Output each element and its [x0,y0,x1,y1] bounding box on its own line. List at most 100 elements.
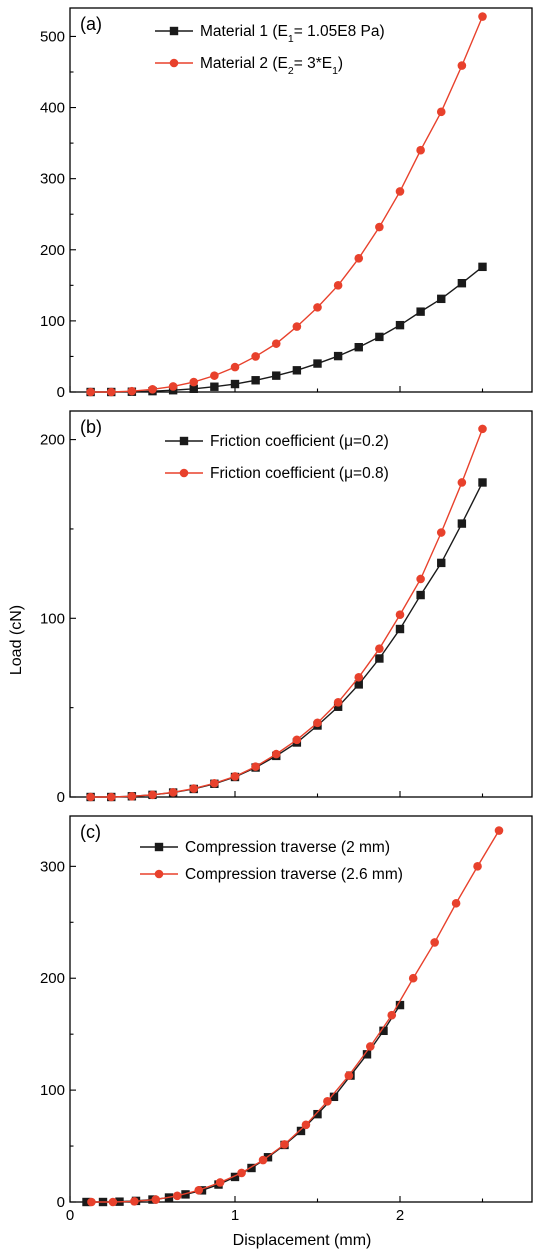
data-point [457,61,467,70]
legend-marker [179,436,189,446]
data-point [272,371,281,380]
y-tick-label: 400 [40,100,65,117]
data-point [194,1185,203,1195]
data-point [451,898,461,908]
data-point [408,973,418,983]
data-point [313,1109,322,1119]
x-axis-title: Displacement (mm) [233,1232,372,1249]
y-tick-label: 200 [40,432,65,449]
data-point [395,187,405,196]
data-point [333,702,343,711]
legend-entry: Material 2 (E2= 3*E1) [155,55,343,77]
y-tick-label: 0 [57,384,65,401]
y-axis-title: Load (cN) [8,605,25,675]
y-tick-label: 0 [57,789,65,806]
data-point [301,1120,311,1130]
data-point [313,303,322,312]
legend-entry: Friction coefficient (μ=0.2) [165,433,389,450]
data-point [333,351,343,361]
data-point [333,281,343,290]
y-tick-label: 100 [40,610,65,627]
data-point [189,384,198,393]
data-point [82,1197,91,1207]
data-point [189,377,199,387]
data-point [296,1126,306,1136]
data-point [247,1163,256,1173]
legend-entry: Compression traverse (2.6 mm) [140,866,403,883]
y-tick-label: 300 [40,858,65,875]
legend-entry: Compression traverse (2 mm) [140,839,390,856]
data-point [478,424,487,434]
data-point [375,222,384,232]
data-point [387,1010,397,1020]
data-point [375,654,384,663]
data-point [215,1178,225,1187]
data-point [151,1195,161,1204]
y-tick-label: 100 [40,1082,65,1099]
plot-frame [69,410,533,798]
y-tick-label: 300 [40,171,65,188]
plot-frame [69,815,533,1203]
data-point [172,1191,182,1201]
data-point [436,528,446,537]
data-point [210,382,219,391]
data-point [416,590,425,600]
legend-marker [169,58,179,68]
data-point [478,262,487,272]
data-point [292,366,302,375]
data-point [106,792,116,802]
data-point [127,386,137,396]
data-point [478,12,487,21]
data-point [230,362,240,372]
data-point [362,1050,372,1059]
panel-label: (c) [80,822,101,842]
data-point [416,145,425,155]
data-point [210,778,219,788]
data-point [86,387,95,397]
data-point [280,1140,289,1149]
legend-label: Friction coefficient (μ=0.2) [210,433,389,450]
data-point [148,384,157,394]
data-point [87,1197,96,1207]
data-point [416,574,425,584]
data-point [395,1000,405,1010]
legend-marker [169,26,179,36]
data-point [106,387,116,397]
data-point [375,644,384,653]
panel-label: (a) [80,14,102,34]
data-point [375,332,384,342]
data-point [313,718,322,728]
data-point [430,938,439,947]
data-point [313,359,322,368]
data-point [230,379,240,389]
legend-label: Friction coefficient (μ=0.8) [210,465,389,482]
data-point [366,1042,375,1051]
data-point [437,294,446,304]
data-point [333,697,343,707]
data-point [329,1092,339,1102]
data-point [395,624,405,634]
data-point [494,826,504,835]
data-point [189,784,199,793]
legend-label: Compression traverse (2 mm) [185,839,390,856]
data-point [271,749,281,759]
data-point [230,1172,240,1182]
legend-marker [154,869,164,879]
data-point [457,279,467,288]
data-point [148,790,157,800]
panel-label: (b) [80,417,102,437]
data-point [354,254,364,263]
data-point [168,382,178,391]
series-2 [87,826,504,1207]
y-tick-label: 500 [40,28,65,45]
x-tick-label: 1 [231,1207,239,1224]
data-point [437,558,446,568]
data-point [473,862,482,871]
legend-label: Material 2 (E2= 3*E1) [200,55,343,77]
chart-panel-a: 0 100 200 300 400 500 (a) Material 1 (E1= 1.05E… [40,7,533,401]
legend-entry: Friction coefficient (μ=0.8) [165,465,389,482]
data-point [457,478,467,487]
data-point [168,788,178,797]
